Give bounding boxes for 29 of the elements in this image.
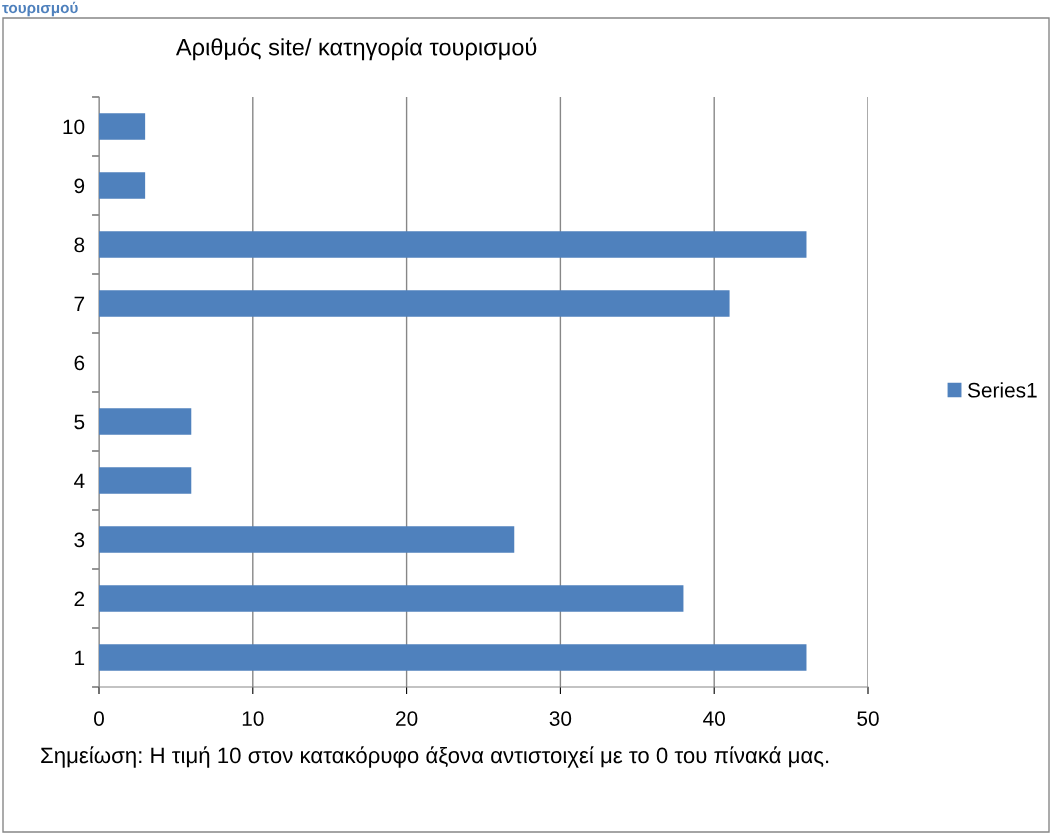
bar	[99, 408, 192, 435]
y-tick-label: 5	[74, 414, 85, 430]
bar	[99, 172, 146, 199]
x-tick-label: 10	[242, 711, 264, 726]
y-tick-label: 8	[74, 237, 85, 253]
x-tick-label: 40	[703, 711, 725, 726]
legend-label: Series1	[967, 382, 1037, 398]
y-tick-label: 10	[63, 119, 85, 135]
x-tick-label: 20	[396, 711, 418, 726]
bar	[99, 467, 192, 494]
bar	[99, 113, 146, 140]
y-tick-label: 6	[74, 355, 85, 371]
y-tick-label: 2	[74, 591, 85, 607]
y-tick-label: 3	[74, 532, 85, 548]
text: Σημείωση: Η τιμή 10 στον κατακόρυφο άξονα αντιστοιχεί με το 0 του πίνακά μας.	[41, 746, 829, 768]
bar	[99, 290, 730, 317]
bar	[99, 644, 807, 671]
bar	[99, 526, 515, 553]
x-tick-label: 30	[549, 711, 572, 726]
y-tick-label: 4	[74, 473, 85, 489]
y-tick-label: 7	[74, 296, 85, 312]
chart-title: Αριθμός site/ κατηγορία τουρισμού	[175, 37, 537, 61]
bar	[99, 231, 807, 258]
x-tick-label: 50	[857, 711, 879, 726]
bar	[99, 585, 684, 612]
text: τουρισμού	[2, 1, 78, 17]
y-tick-label: 9	[74, 178, 85, 194]
x-tick-label: 0	[94, 711, 104, 726]
y-tick-label: 1	[75, 650, 85, 666]
